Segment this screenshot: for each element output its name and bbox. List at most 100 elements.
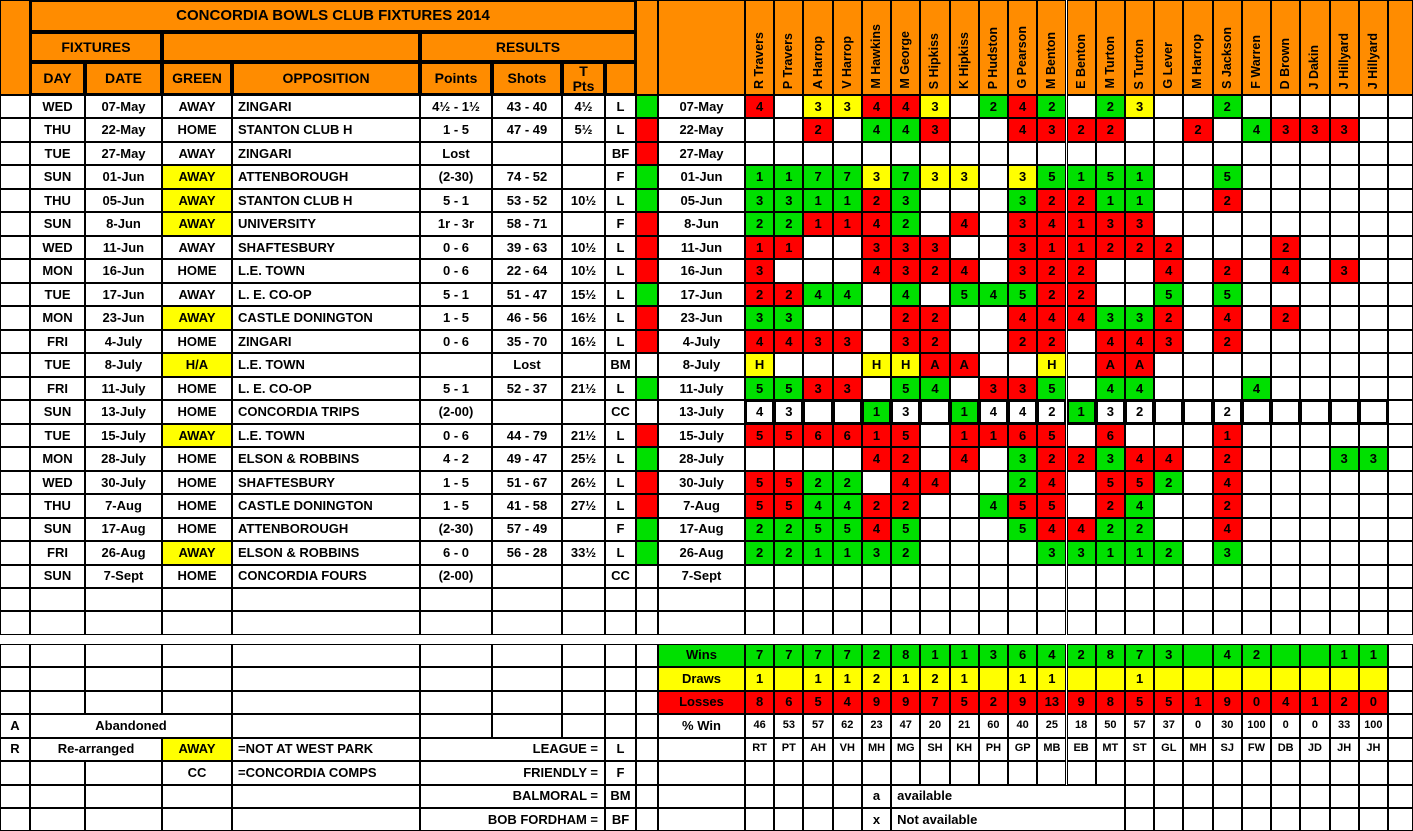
empty-cell[interactable] [1271, 761, 1301, 785]
player-score-cell[interactable] [1388, 165, 1413, 189]
empty-cell[interactable] [1037, 611, 1067, 635]
empty-cell[interactable] [30, 690, 85, 714]
player-score-cell[interactable] [978, 541, 1009, 565]
empty-cell[interactable] [978, 761, 1009, 785]
opposition-cell[interactable]: L.E. TOWN [232, 259, 420, 283]
player-score-cell[interactable] [920, 564, 950, 588]
row-index-cell[interactable] [0, 423, 30, 448]
row-index-cell[interactable] [0, 95, 30, 119]
summary-initials-cell[interactable]: MH [861, 737, 892, 761]
empty-cell[interactable] [232, 643, 420, 667]
empty-cell[interactable] [774, 611, 804, 635]
player-score-cell[interactable] [832, 447, 862, 471]
empty-cell[interactable] [891, 588, 921, 612]
grid-date-cell[interactable]: 11-July [658, 376, 745, 401]
player-score-cell[interactable] [978, 329, 1009, 354]
player-score-cell[interactable] [891, 564, 921, 588]
empty-cell[interactable] [1154, 588, 1184, 612]
summary-initials-cell[interactable]: VH [832, 737, 862, 761]
summary-pct-cell[interactable]: 23 [861, 714, 892, 738]
shots-cell[interactable]: 51 - 67 [492, 470, 562, 495]
player-score-cell[interactable]: 3 [1095, 400, 1125, 424]
empty-cell[interactable] [0, 588, 30, 612]
summary-wins-cell[interactable]: 3 [978, 643, 1009, 667]
player-score-cell[interactable]: 2 [1154, 541, 1184, 565]
player-score-cell[interactable] [832, 564, 862, 588]
player-score-cell[interactable] [1241, 353, 1272, 377]
empty-cell[interactable] [1241, 588, 1272, 612]
player-score-cell[interactable] [1066, 564, 1096, 588]
empty-cell[interactable] [1358, 611, 1388, 635]
row-index-cell[interactable] [0, 188, 30, 213]
summary-losses-cell[interactable]: 5 [949, 690, 979, 714]
grid-date-cell[interactable]: 17-Jun [658, 282, 745, 307]
summary-initials-cell[interactable]: MG [891, 737, 921, 761]
empty-cell[interactable] [1212, 761, 1242, 785]
player-score-cell[interactable] [1388, 118, 1413, 142]
player-score-cell[interactable] [1154, 564, 1184, 588]
player-score-cell[interactable] [1066, 141, 1096, 166]
player-score-cell[interactable]: 5 [774, 470, 804, 495]
player-score-cell[interactable]: 4 [978, 400, 1009, 424]
empty-cell[interactable] [774, 588, 804, 612]
empty-cell[interactable] [1008, 588, 1038, 612]
empty-cell[interactable] [162, 667, 232, 691]
empty-cell[interactable] [861, 611, 892, 635]
summary-pct-cell[interactable]: 60 [978, 714, 1009, 738]
empty-cell[interactable] [658, 808, 745, 831]
grid-date-cell[interactable]: 4-July [658, 329, 745, 354]
summary-losses-cell[interactable]: 9 [891, 690, 921, 714]
player-score-cell[interactable]: 3 [1124, 306, 1155, 330]
date-cell[interactable]: 11-July [85, 376, 162, 401]
player-score-cell[interactable]: 5 [891, 376, 921, 401]
day-cell[interactable]: MON [30, 447, 85, 471]
points-cell[interactable]: Lost [420, 141, 492, 166]
player-score-cell[interactable] [949, 517, 979, 542]
player-score-cell[interactable] [1241, 423, 1272, 448]
shots-cell[interactable] [492, 141, 562, 166]
player-score-cell[interactable] [774, 447, 804, 471]
result-status-cell[interactable] [636, 188, 658, 213]
player-score-cell[interactable]: 3 [1124, 212, 1155, 236]
day-cell[interactable]: SUN [30, 564, 85, 588]
player-score-cell[interactable] [1329, 564, 1359, 588]
summary-initials-cell[interactable]: PH [978, 737, 1009, 761]
summary-losses-cell[interactable]: 9 [861, 690, 892, 714]
summary-pct-cell[interactable]: 0 [1183, 714, 1213, 738]
player-score-cell[interactable]: 4 [1037, 517, 1067, 542]
player-score-cell[interactable]: 2 [1212, 329, 1242, 354]
player-score-cell[interactable]: 3 [949, 165, 979, 189]
row-index-cell[interactable] [0, 494, 30, 518]
summary-wins-cell[interactable]: 8 [891, 643, 921, 667]
player-score-cell[interactable]: 5 [745, 376, 775, 401]
empty-cell[interactable] [162, 643, 232, 667]
player-score-cell[interactable] [1300, 282, 1330, 307]
row-index-cell[interactable] [0, 470, 30, 495]
player-score-cell[interactable]: 1 [745, 165, 775, 189]
summary-pct-cell[interactable]: 0 [1300, 714, 1330, 738]
green-cell[interactable]: HOME [162, 447, 232, 471]
player-score-cell[interactable] [920, 282, 950, 307]
player-score-cell[interactable]: 2 [1124, 235, 1155, 260]
player-score-cell[interactable] [745, 564, 775, 588]
player-score-cell[interactable] [949, 235, 979, 260]
player-score-cell[interactable] [1183, 141, 1213, 166]
summary-losses-cell[interactable]: 4 [832, 690, 862, 714]
player-score-cell[interactable] [745, 141, 775, 166]
player-score-cell[interactable]: 2 [1037, 95, 1067, 119]
empty-cell[interactable] [30, 588, 85, 612]
player-score-cell[interactable] [1358, 517, 1388, 542]
green-cell[interactable]: AWAY [162, 165, 232, 189]
empty-cell[interactable] [745, 784, 775, 808]
summary-pct-cell[interactable]: 46 [745, 714, 775, 738]
player-score-cell[interactable]: 1 [1066, 400, 1096, 424]
player-score-cell[interactable]: 3 [1358, 447, 1388, 471]
empty-cell[interactable] [1095, 588, 1125, 612]
summary-wins-cell[interactable] [1183, 643, 1213, 667]
summary-initials-cell[interactable]: MB [1037, 737, 1067, 761]
player-score-cell[interactable] [1154, 494, 1184, 518]
points-cell[interactable]: 1 - 5 [420, 470, 492, 495]
player-score-cell[interactable]: 5 [1095, 470, 1125, 495]
player-score-cell[interactable]: 2 [1037, 259, 1067, 283]
day-cell[interactable]: THU [30, 118, 85, 142]
